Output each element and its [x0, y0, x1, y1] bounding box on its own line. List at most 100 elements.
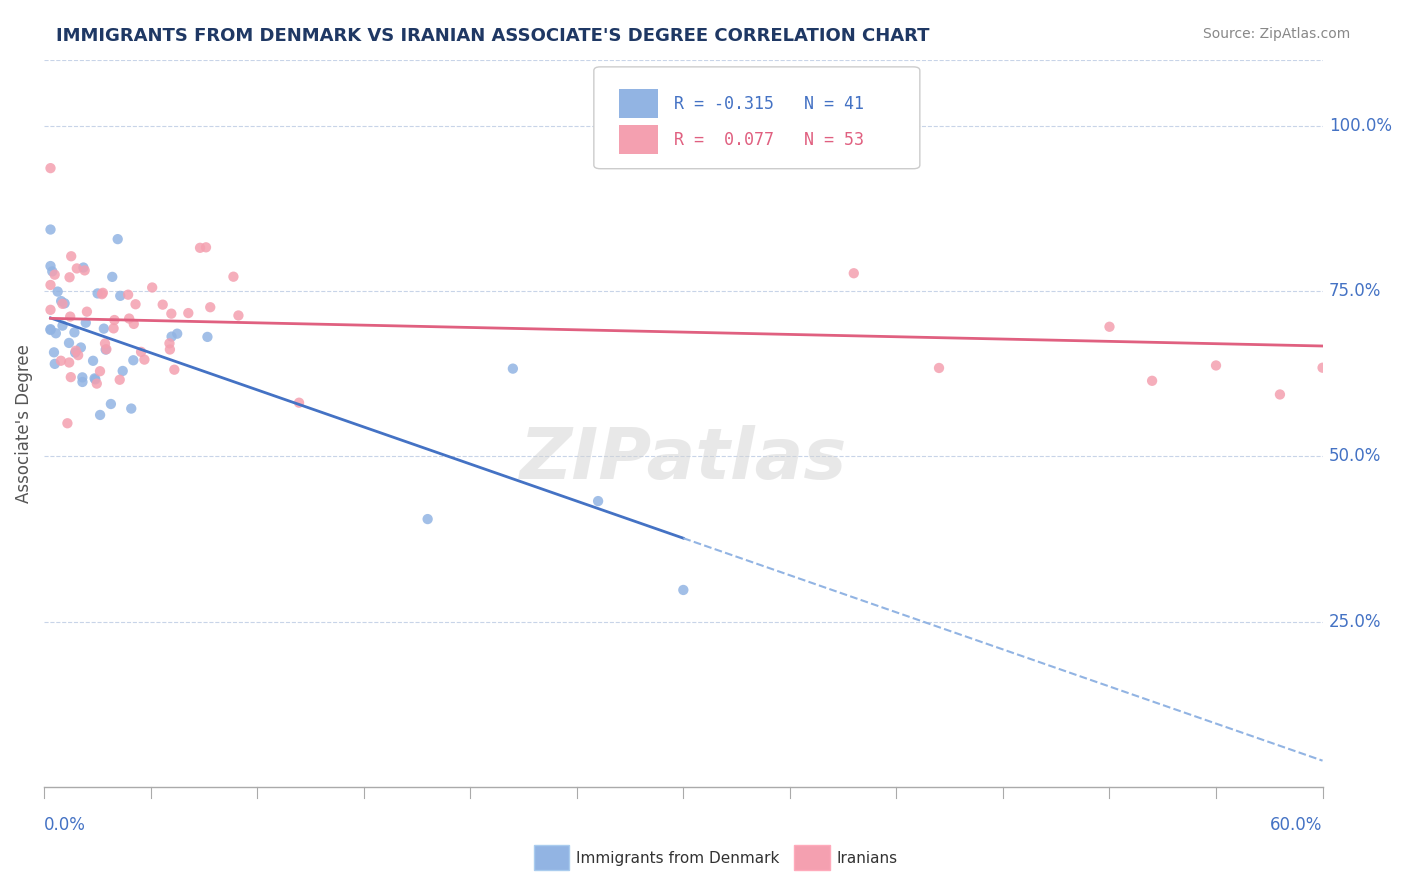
Point — [58, 270, 80, 285]
Text: Immigrants from Denmark: Immigrants from Denmark — [576, 851, 780, 865]
Point — [82, 353, 104, 368]
Text: 60.0%: 60.0% — [1270, 816, 1323, 834]
Text: Source: ZipAtlas.com: Source: ZipAtlas.com — [1202, 27, 1350, 41]
Point — [58, 355, 80, 369]
Point — [39, 161, 62, 175]
Point — [39, 222, 62, 236]
Point — [51, 318, 73, 333]
Point — [56, 417, 79, 431]
Point — [1140, 374, 1163, 388]
Point — [66, 261, 89, 276]
Point — [200, 300, 222, 314]
Point — [39, 323, 62, 337]
Point — [288, 395, 311, 409]
Text: 0.0%: 0.0% — [44, 816, 86, 834]
Point — [70, 341, 93, 355]
Text: R = -0.315   N = 41: R = -0.315 N = 41 — [675, 95, 865, 113]
Point — [124, 297, 146, 311]
Point — [122, 317, 145, 331]
Text: 50.0%: 50.0% — [1329, 447, 1381, 466]
Point — [111, 364, 134, 378]
Point — [160, 307, 183, 321]
Text: 100.0%: 100.0% — [1329, 117, 1392, 135]
Point — [51, 297, 73, 311]
Point — [46, 285, 69, 299]
Point — [39, 302, 62, 317]
Point — [1312, 360, 1334, 375]
Point — [222, 269, 245, 284]
Point — [100, 397, 122, 411]
Point — [65, 343, 87, 358]
Point — [42, 345, 65, 359]
Point — [195, 240, 218, 254]
Point — [59, 310, 82, 324]
Point — [672, 582, 695, 597]
Point — [502, 361, 524, 376]
Point — [86, 286, 108, 301]
Text: ZIPatlas: ZIPatlas — [520, 425, 846, 494]
Point — [1098, 319, 1121, 334]
Point — [73, 263, 96, 277]
Point — [122, 353, 145, 368]
Point — [159, 336, 181, 351]
Point — [107, 232, 129, 246]
Point — [416, 512, 439, 526]
Point — [166, 326, 188, 341]
Point — [59, 370, 82, 384]
Point — [101, 269, 124, 284]
Text: R =  0.077   N = 53: R = 0.077 N = 53 — [675, 131, 865, 149]
Point — [72, 375, 94, 389]
Point — [586, 494, 609, 508]
Point — [141, 280, 163, 294]
Point — [39, 277, 62, 292]
Point — [63, 345, 86, 359]
Point — [89, 364, 111, 378]
Point — [94, 336, 117, 351]
Point — [76, 304, 98, 318]
FancyBboxPatch shape — [620, 88, 658, 118]
Point — [117, 287, 139, 301]
Point — [160, 329, 183, 343]
Point — [163, 362, 186, 376]
FancyBboxPatch shape — [620, 125, 658, 154]
Point — [45, 326, 67, 341]
Point — [39, 322, 62, 336]
Point — [86, 376, 108, 391]
Point — [129, 344, 152, 359]
Point — [63, 326, 86, 340]
Point — [197, 330, 219, 344]
Y-axis label: Associate's Degree: Associate's Degree — [15, 343, 32, 503]
Point — [134, 352, 156, 367]
Point — [84, 372, 107, 386]
Point — [90, 287, 112, 301]
Point — [72, 370, 94, 384]
Point — [49, 294, 72, 309]
Point — [39, 259, 62, 273]
Point — [75, 316, 97, 330]
Text: 25.0%: 25.0% — [1329, 613, 1382, 631]
Point — [103, 321, 125, 335]
Point — [1268, 387, 1291, 401]
Text: IMMIGRANTS FROM DENMARK VS IRANIAN ASSOCIATE'S DEGREE CORRELATION CHART: IMMIGRANTS FROM DENMARK VS IRANIAN ASSOC… — [56, 27, 929, 45]
Point — [53, 296, 76, 310]
Point — [159, 343, 181, 357]
Point — [67, 348, 90, 362]
Point — [120, 401, 142, 416]
Point — [58, 335, 80, 350]
Point — [110, 289, 132, 303]
Point — [1205, 359, 1227, 373]
Text: 75.0%: 75.0% — [1329, 282, 1381, 300]
Point — [152, 298, 174, 312]
Point — [96, 343, 118, 357]
Point — [842, 266, 865, 280]
Point — [41, 264, 63, 278]
Point — [89, 408, 111, 422]
Text: Iranians: Iranians — [837, 851, 897, 865]
Point — [49, 353, 72, 368]
Point — [177, 306, 200, 320]
Point — [118, 311, 141, 326]
Point — [83, 371, 105, 385]
Point — [44, 357, 66, 371]
Point — [103, 313, 125, 327]
Point — [188, 241, 211, 255]
